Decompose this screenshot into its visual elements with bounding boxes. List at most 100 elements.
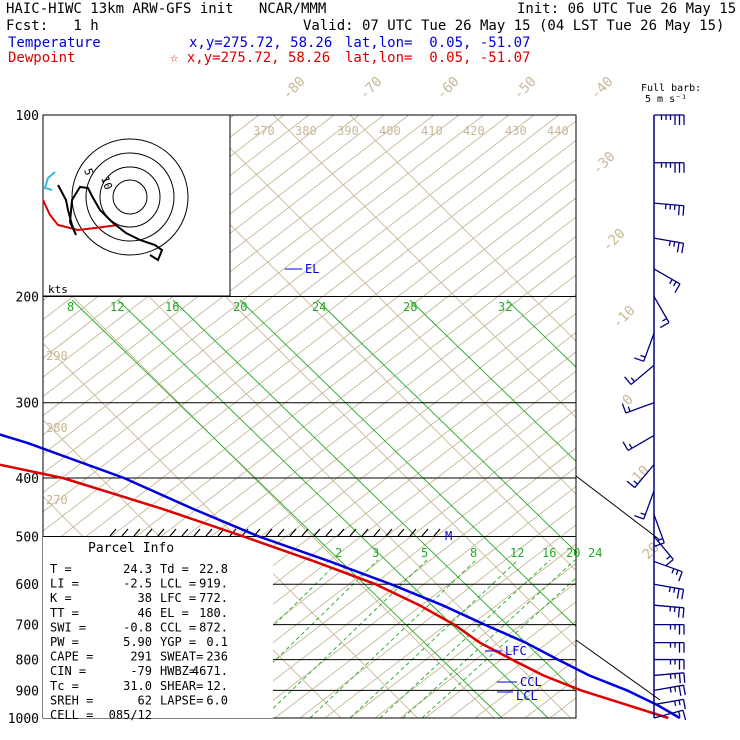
parcel-key: CCL = [160, 620, 196, 634]
parcel-key: CELL = [50, 708, 93, 722]
adiabat-line [43, 115, 385, 378]
isotherm-line [349, 115, 576, 342]
parcel-value: 38 [138, 591, 152, 605]
parcel-key: T = [50, 562, 72, 576]
hodograph-ring-label: 10 [98, 175, 115, 192]
parcel-value: -2.5 [123, 577, 152, 591]
isotherm-line [43, 342, 418, 718]
wind-barb-flag [630, 377, 635, 383]
hodograph-ring [85, 152, 175, 242]
hodograph-units: kts [48, 283, 68, 296]
parcel-value: 31.0 [123, 679, 152, 693]
forecast-hour: Fcst: 1 h [6, 18, 99, 34]
wind-barb-flag [676, 242, 680, 253]
wind-barb-flag [676, 588, 680, 599]
isotherm-label: 10 [630, 463, 653, 486]
plot-area [43, 115, 576, 718]
parcel-key: EL = [160, 606, 189, 620]
pressure-tick-label: 100 [16, 109, 39, 124]
isotherm-line [273, 115, 576, 419]
pressure-tick-label: 200 [16, 291, 39, 306]
temperature-xy: x,y=275.72, 58.26 [189, 35, 333, 51]
hatch-mark [169, 528, 177, 537]
wind-barb-flag [678, 571, 683, 582]
theta-label: 440 [547, 124, 569, 138]
wind-barb-flag [640, 512, 646, 516]
adiabat-line [43, 115, 485, 455]
adiabat-line [549, 697, 576, 718]
parcel-value: 085/12 [109, 708, 152, 722]
adiabat-line [43, 115, 435, 417]
parcel-key: LI = [50, 577, 79, 591]
parcel-value: 62 [138, 693, 152, 707]
wind-barb-flag [634, 357, 644, 362]
wind-barb-flag [678, 711, 681, 717]
plot-frame [42, 114, 577, 719]
wind-barb-flag [682, 699, 686, 710]
theta-left-label: 280 [46, 421, 68, 435]
hodograph-ring [99, 166, 161, 228]
wind-barb-flag [627, 406, 631, 412]
adiabat-line [43, 115, 535, 494]
hodograph-box [42, 114, 231, 297]
hatch-mark [109, 528, 117, 537]
wind-barb-flag [673, 241, 676, 247]
wind-barb-flag [682, 205, 685, 216]
parcel-key: Tc = [50, 679, 79, 693]
mixing-ratio-line [506, 299, 576, 368]
wind-barb-flag [640, 354, 646, 358]
isotherm-line [196, 115, 576, 495]
mixing-ratio-line [172, 299, 576, 693]
parcel-value: 46 [138, 606, 152, 620]
wind-barb-flag [682, 607, 685, 618]
wind-barb-flag [624, 376, 632, 385]
pressure-tick-label: 600 [16, 578, 39, 593]
wind-barb [634, 464, 655, 489]
wind-barb-flag [671, 568, 675, 574]
parcel-key: Td = [160, 562, 189, 576]
isotherm-label: -40 [588, 74, 617, 103]
wind-barb-flag [660, 321, 670, 329]
parcel-key: PW = [50, 635, 79, 649]
wind-barb [653, 560, 683, 573]
hodograph-ring [112, 179, 148, 215]
wind-barb-flag [674, 283, 681, 293]
parcel-value: 180. [199, 606, 228, 620]
dewpoint-xy: ☆ x,y=275.72, 58.26 [170, 50, 331, 66]
wind-barb [653, 514, 665, 544]
isotherm-label: -30 [590, 149, 619, 178]
barb-units: 5 m s⁻¹ [645, 94, 688, 105]
adiabat-line [399, 582, 576, 718]
parcel-title: Parcel Info [88, 541, 174, 556]
hatch-mark [205, 528, 213, 537]
adiabat-line [324, 524, 576, 718]
wind-barb [653, 268, 681, 285]
adiabat-line [499, 658, 576, 718]
mixing-ratio-label: 16 [165, 300, 179, 314]
pressure-tick-label: 300 [16, 397, 39, 412]
adiabat-line [224, 447, 576, 718]
adiabat-line [349, 543, 576, 718]
pressure-tick-label: 900 [16, 684, 39, 699]
mixing-ratio-label: 2 [335, 546, 342, 560]
parcel-key: TT = [50, 606, 79, 620]
adiabat-line [574, 716, 576, 718]
theta-label: 410 [421, 124, 443, 138]
wind-barb-flag [677, 607, 681, 618]
mixing-ratio-label: 16 [542, 546, 556, 560]
parcel-box [43, 537, 273, 718]
barb-title: Full barb: [641, 83, 702, 94]
init-time: Init: 06 UTC Tue 26 May 15 [517, 1, 737, 17]
mixing-ratio-dashed [349, 559, 519, 718]
isotherm-label: -10 [610, 303, 639, 332]
hatch-mark [409, 528, 417, 537]
hatch-mark [265, 528, 273, 537]
mixing-ratio-line [409, 299, 576, 462]
mixing-ratio-label: 20 [233, 300, 247, 314]
isotherm-label: -80 [280, 74, 309, 103]
hatch-mark [289, 528, 297, 537]
hatch-mark [337, 528, 345, 537]
adiabat-line [43, 115, 460, 436]
adiabat-line [43, 158, 576, 571]
